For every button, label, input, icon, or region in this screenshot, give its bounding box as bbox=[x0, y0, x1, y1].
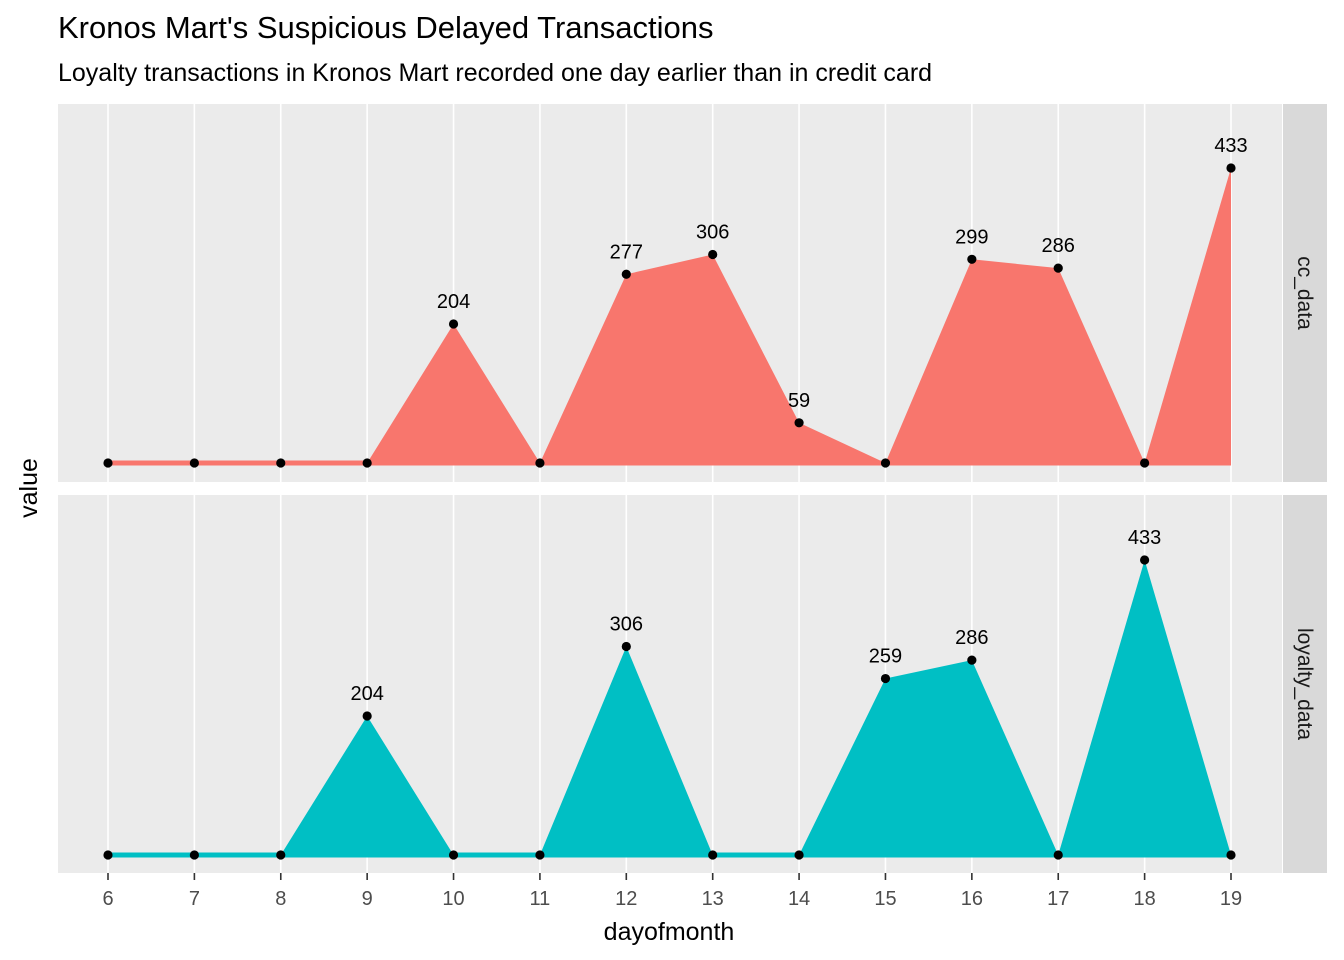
x-tick-label: 12 bbox=[615, 888, 637, 910]
x-tick-label: 18 bbox=[1133, 888, 1155, 910]
x-tick-label: 15 bbox=[874, 888, 896, 910]
area-loyalty_data bbox=[108, 560, 1231, 855]
facet-strip-label: cc_data bbox=[1293, 256, 1316, 330]
data-point bbox=[967, 655, 977, 665]
data-point bbox=[362, 458, 372, 468]
data-point bbox=[535, 850, 545, 860]
chart-title: Kronos Mart's Suspicious Delayed Transac… bbox=[58, 10, 714, 45]
facet-strip bbox=[1283, 495, 1327, 873]
data-point bbox=[967, 254, 977, 264]
data-label: 259 bbox=[869, 646, 902, 668]
data-point bbox=[1140, 555, 1150, 565]
data-point bbox=[276, 850, 286, 860]
facet-strip-label: loyalty_data bbox=[1293, 628, 1316, 740]
data-point bbox=[448, 850, 459, 860]
x-axis-title: dayofmonth bbox=[604, 918, 735, 946]
data-point bbox=[362, 711, 372, 721]
data-label: 286 bbox=[1042, 235, 1075, 257]
data-label: 204 bbox=[437, 291, 470, 313]
x-tick-label: 13 bbox=[702, 888, 724, 910]
data-label: 59 bbox=[788, 390, 810, 412]
y-axis-title: value bbox=[15, 458, 43, 518]
data-point bbox=[276, 458, 286, 468]
data-label: 299 bbox=[955, 226, 988, 248]
data-label: 277 bbox=[610, 241, 643, 263]
data-point bbox=[1226, 850, 1236, 860]
x-tick-label: 7 bbox=[189, 888, 200, 910]
data-point bbox=[794, 850, 804, 860]
data-point bbox=[621, 269, 631, 279]
data-label: 433 bbox=[1128, 527, 1161, 549]
x-tick-label: 14 bbox=[788, 888, 810, 910]
facet-strip bbox=[1283, 104, 1327, 482]
x-tick-label: 19 bbox=[1220, 888, 1242, 910]
data-point bbox=[189, 458, 199, 468]
data-point bbox=[1226, 163, 1236, 173]
facet-panel-loyalty_data: loyalty_data 204 306 259 286 433 bbox=[58, 495, 1327, 873]
facet-panel-cc_data: cc_data 204 277 306 59 299 286 433 bbox=[58, 104, 1327, 482]
data-point bbox=[535, 458, 545, 468]
x-tick-label: 9 bbox=[362, 888, 373, 910]
x-tick-label: 11 bbox=[530, 888, 551, 910]
chart-subtitle: Loyalty transactions in Kronos Mart reco… bbox=[58, 59, 933, 87]
data-point bbox=[708, 249, 718, 260]
x-tick-label: 16 bbox=[961, 888, 983, 910]
data-point bbox=[1053, 263, 1063, 273]
x-tick-label: 10 bbox=[442, 888, 464, 910]
data-point bbox=[794, 418, 804, 428]
data-point bbox=[103, 850, 113, 860]
data-point bbox=[189, 850, 199, 860]
data-point bbox=[1053, 850, 1063, 860]
data-point bbox=[880, 458, 891, 468]
data-label: 306 bbox=[610, 614, 643, 636]
x-tick-label: 8 bbox=[275, 888, 286, 910]
data-point bbox=[1140, 458, 1150, 468]
data-point bbox=[103, 458, 113, 468]
x-tick-label: 6 bbox=[102, 888, 113, 910]
data-label: 433 bbox=[1214, 135, 1247, 157]
data-point bbox=[621, 641, 631, 652]
data-label: 286 bbox=[955, 627, 988, 649]
data-label: 204 bbox=[350, 683, 383, 705]
data-label: 306 bbox=[696, 222, 729, 244]
data-point bbox=[880, 673, 891, 684]
data-point bbox=[448, 319, 459, 329]
area-cc_data bbox=[108, 168, 1231, 463]
data-point bbox=[708, 850, 718, 860]
x-tick-label: 17 bbox=[1047, 888, 1069, 910]
